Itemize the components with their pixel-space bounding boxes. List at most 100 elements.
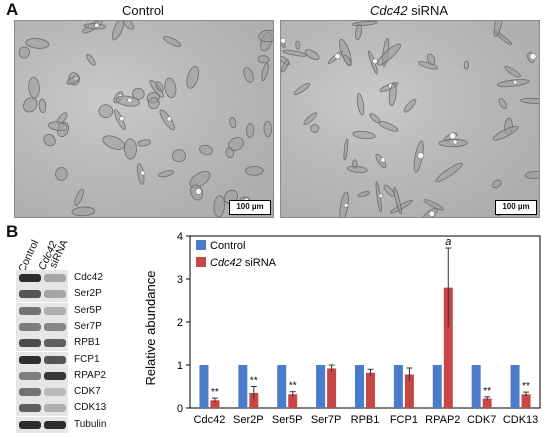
bar-sirna-cdk7 <box>482 398 492 408</box>
control-band <box>19 371 41 380</box>
cell-shape <box>435 162 463 183</box>
panel-a-label: A <box>6 0 19 19</box>
cell-shape <box>310 124 320 133</box>
cell-shape <box>403 98 417 113</box>
legend-label: Cdc42 siRNA <box>210 257 277 269</box>
cell-shape <box>163 35 181 47</box>
cell-shape <box>28 76 40 99</box>
blot-row-tubulin <box>16 416 68 433</box>
blot-label-tubulin: Tubulin <box>74 418 107 430</box>
cell-shape <box>98 104 114 118</box>
cell-shape <box>423 199 444 211</box>
cell-shape <box>172 149 186 163</box>
rounded-cell <box>449 132 457 140</box>
rounded-cell <box>166 116 172 122</box>
blot-column-control: Control <box>16 238 42 274</box>
sirna-band <box>44 420 66 429</box>
cell-shape <box>493 21 503 38</box>
cell-shape <box>43 133 56 147</box>
cell-shape <box>352 159 358 169</box>
blot-label-rpap2: RPAP2 <box>74 369 107 381</box>
blot-row-rpap2 <box>16 367 68 384</box>
rounded-cell <box>94 22 100 28</box>
legend-swatch <box>196 257 206 267</box>
rounded-cell <box>428 210 436 217</box>
bar-control-cdk13 <box>510 365 520 408</box>
rounded-cell <box>512 79 518 85</box>
x-tick-label: CDK13 <box>503 414 538 426</box>
cell-shape <box>186 66 199 89</box>
blot-label-cdk13: CDK13 <box>74 402 107 414</box>
cell-shape <box>351 21 378 27</box>
significance-marker: ** <box>250 376 258 387</box>
significance-marker: ** <box>211 387 219 398</box>
bar-sirna-ser5p <box>288 394 298 408</box>
cell-shape <box>343 138 349 161</box>
cell-shape <box>463 60 470 70</box>
significance-marker: ** <box>289 381 297 392</box>
cell-shape <box>258 30 273 43</box>
bar-control-fcp1 <box>393 365 403 408</box>
sirna-image-title: Cdc42 siRNA <box>280 3 538 18</box>
cell-shape <box>303 112 318 125</box>
cell-shape <box>18 46 30 59</box>
bar-control-ser7p <box>316 365 326 408</box>
cell-shape <box>246 123 255 138</box>
cell-shape <box>199 144 213 156</box>
bar-control-cdk7 <box>471 365 481 408</box>
cell-shape <box>355 24 362 41</box>
sirna-band <box>44 306 66 315</box>
blot-label-cdc42: Cdc42 <box>74 272 103 283</box>
sirna-title-suffix: siRNA <box>407 3 449 18</box>
cell-shape <box>261 62 269 82</box>
blot-row-cdk7 <box>16 384 68 401</box>
cell-shape <box>282 49 308 57</box>
cell-shape <box>352 130 376 140</box>
cell-shape <box>357 191 370 198</box>
blot-label-fcp1: FCP1 <box>74 353 100 365</box>
cell-shape <box>213 195 225 217</box>
sirna-scale-bar: 100 µm <box>495 200 537 215</box>
y-tick-label: 1 <box>177 360 183 372</box>
cell-shape <box>158 170 174 178</box>
cell-shape <box>426 53 436 66</box>
significance-marker: ** <box>522 381 530 392</box>
sirna-band <box>44 339 66 348</box>
blot-row-ser7p <box>16 318 68 335</box>
cell-shape <box>343 54 352 67</box>
blot-row-fcp1 <box>16 351 68 368</box>
control-band <box>19 339 41 348</box>
y-tick-label: 3 <box>177 274 183 286</box>
control-band <box>19 274 41 282</box>
cell-shape <box>346 165 368 173</box>
sirna-band <box>44 322 66 331</box>
bar-sirna-cdk13 <box>521 394 531 408</box>
cell-shape <box>491 179 502 189</box>
bar-control-ser5p <box>277 365 287 408</box>
rounded-cell <box>372 58 378 65</box>
rounded-cell <box>195 188 202 195</box>
control-band <box>19 290 41 299</box>
cell-shape <box>66 76 81 85</box>
blot-row-rpb1 <box>16 335 68 352</box>
cell-shape <box>122 21 135 30</box>
rounded-cell <box>417 152 425 159</box>
control-band <box>19 322 41 331</box>
cell-shape <box>504 66 521 78</box>
blot-label-ser5p: Ser5P <box>74 304 102 316</box>
rounded-cell <box>529 53 537 61</box>
x-tick-label: CDK7 <box>467 414 496 426</box>
cell-shape <box>388 83 397 107</box>
blot-row-cdc42 <box>16 270 68 286</box>
cell-shape <box>137 139 151 147</box>
bar-sirna-rpap2 <box>443 287 453 408</box>
blot-label-ser7p: Ser7P <box>74 320 102 332</box>
cell-shape <box>25 38 50 49</box>
cell-shape <box>281 59 289 73</box>
y-tick-label: 2 <box>177 317 183 329</box>
rounded-cell <box>452 139 458 145</box>
bar-control-rpb1 <box>355 365 364 408</box>
cell-shape <box>155 81 164 92</box>
y-tick-label: 0 <box>177 403 183 415</box>
blot-label-rpb1: RPB1 <box>74 337 101 349</box>
